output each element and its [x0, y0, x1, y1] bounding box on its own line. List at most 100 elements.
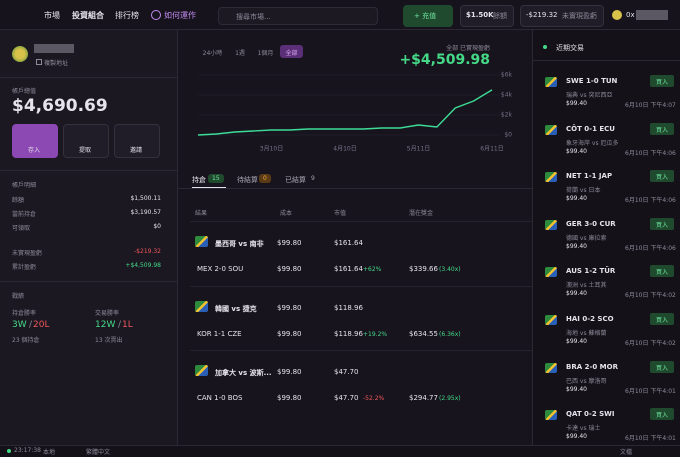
change: -52.2% [363, 395, 385, 402]
trade-outcome[interactable]: HAI 0-2 SCO [566, 315, 614, 323]
deposit-button[interactable]: + 充值 [403, 5, 453, 27]
unrealized: -$219.32 [526, 11, 558, 19]
multiple: (6.36x) [439, 330, 461, 338]
trade-time: 6月10日 下午4:02 [625, 292, 676, 300]
balance: $1.50K [466, 11, 494, 19]
range-tab[interactable]: 1個月 [257, 50, 274, 57]
search-input[interactable]: 搜尋市場... [236, 13, 271, 21]
live-dot [543, 45, 547, 49]
chart-headline: +$4,509.98 [399, 52, 490, 68]
detail-value: $1,500.11 [130, 195, 161, 202]
name-redacted [34, 44, 74, 53]
match[interactable]: 韓國 vs 捷克 [215, 304, 257, 313]
trade-action: 買入 [650, 408, 674, 421]
value: $47.70 [334, 368, 359, 376]
total: $4,690.69 [12, 96, 108, 116]
detail-label: 餘額 [12, 197, 25, 204]
pnl-value: -$219.32 [134, 248, 161, 255]
trade-time: 6月10日 下午4:01 [625, 435, 676, 443]
unrealized-label: 未實現盈虧 [562, 12, 597, 20]
trade-time: 6月10日 下午4:01 [625, 387, 676, 395]
value: $118.96 [334, 329, 363, 338]
nav-link[interactable]: 市場 [44, 11, 60, 20]
action-button[interactable] [114, 124, 160, 158]
outcome: MEX 2-0 SOU [197, 265, 244, 273]
action-label[interactable]: 存入 [28, 147, 41, 154]
column-header: 結果 [195, 210, 208, 217]
pnl-value: +$4,509.98 [125, 262, 161, 269]
trade-outcome[interactable]: BRA 2-0 MOR [566, 362, 618, 371]
tab[interactable]: 待結算 [237, 176, 258, 184]
nav-link[interactable]: 排行榜 [115, 11, 139, 20]
search-box[interactable] [218, 7, 378, 25]
language[interactable]: 繁體中文 [86, 449, 111, 456]
pnl-label: 累計盈虧 [12, 264, 37, 271]
range-tab[interactable]: 24小時 [202, 50, 223, 57]
trade-price: $99.40 [566, 195, 587, 203]
multiple: (3.40x) [439, 266, 461, 273]
range-tab[interactable]: 全部 [280, 45, 303, 58]
cost: $99.80 [277, 265, 302, 273]
outcome: KOR 1-1 CZE [197, 329, 242, 338]
trade-match: 澳洲 vs 土耳其 [566, 282, 607, 290]
cost: $99.80 [277, 239, 302, 247]
flag [545, 410, 557, 421]
trade-match: 卡達 vs 瑞士 [566, 425, 601, 433]
y-tick-label: $4k [501, 92, 513, 99]
action-label[interactable]: 提取 [79, 147, 92, 154]
flag [545, 315, 557, 325]
y-tick-label: $2k [501, 112, 513, 119]
match[interactable]: 加拿大 vs 波斯... [215, 369, 272, 377]
docs[interactable]: 文檔 [620, 449, 633, 456]
divider [0, 77, 178, 78]
trade-match: 象牙海岸 vs 厄瓜多 [566, 139, 619, 147]
account-redacted [636, 10, 668, 20]
clock: 23:17:38 [14, 447, 41, 454]
flag [195, 365, 208, 376]
divider [532, 60, 680, 61]
trade-price: $99.40 [566, 290, 587, 298]
balance-label: 餘額 [493, 12, 507, 20]
trade-outcome[interactable]: SWE 1-0 TUN [566, 77, 618, 85]
y-tick-label: $6k [501, 72, 513, 79]
tab-underline [192, 187, 226, 188]
cost: $99.80 [277, 303, 302, 312]
outcome: CAN 1-0 BOS [197, 394, 243, 402]
trade-outcome[interactable]: GER 3-0 CUR [566, 219, 616, 228]
row-divider [190, 221, 532, 222]
tab[interactable]: 持倉 [192, 176, 206, 184]
trade-time: 6月10日 下午4:06 [625, 244, 676, 252]
trade-action: 買入 [650, 122, 674, 135]
trade-outcome[interactable]: QAT 0-2 SWI [566, 410, 615, 419]
account[interactable]: 0x [626, 11, 635, 19]
count: 23 個持倉 [12, 337, 40, 344]
trade-price: $99.40 [566, 433, 587, 441]
match[interactable]: 墨西哥 vs 南非 [215, 240, 264, 248]
row-divider [190, 285, 532, 287]
tab[interactable]: 已結算 [285, 176, 306, 184]
action-button[interactable] [63, 124, 109, 158]
copy-address[interactable]: 複製地址 [44, 60, 69, 67]
trade-outcome[interactable]: CÔT 0-1 ECU [566, 124, 615, 133]
action-label[interactable]: 邀請 [130, 147, 143, 154]
right-panel [532, 30, 680, 445]
nav-link[interactable]: 如何運作 [164, 11, 196, 20]
payout: $634.55 [409, 329, 438, 338]
pnl-line [197, 89, 493, 136]
trade-time: 6月10日 下午4:06 [625, 197, 676, 205]
divider [0, 281, 178, 282]
trade-action: 買入 [650, 170, 674, 183]
trade-outcome[interactable]: AUS 1-2 TÜR [566, 267, 616, 276]
flag [545, 219, 557, 230]
trade-outcome[interactable]: NET 1-1 JAP [566, 172, 613, 181]
column-header: 成本 [280, 210, 293, 217]
trade-match: 海地 vs 蘇格蘭 [566, 330, 607, 337]
nav-link[interactable]: 投資組合 [72, 11, 104, 20]
trade-match: 巴西 vs 摩洛哥 [566, 377, 607, 385]
status-bar [0, 445, 680, 457]
range-tab[interactable]: 1週 [235, 50, 245, 57]
change: +62% [363, 266, 382, 273]
action-button[interactable] [12, 124, 58, 158]
losses: 1L [122, 320, 133, 330]
x-tick-label: 5月11日 [407, 146, 430, 153]
